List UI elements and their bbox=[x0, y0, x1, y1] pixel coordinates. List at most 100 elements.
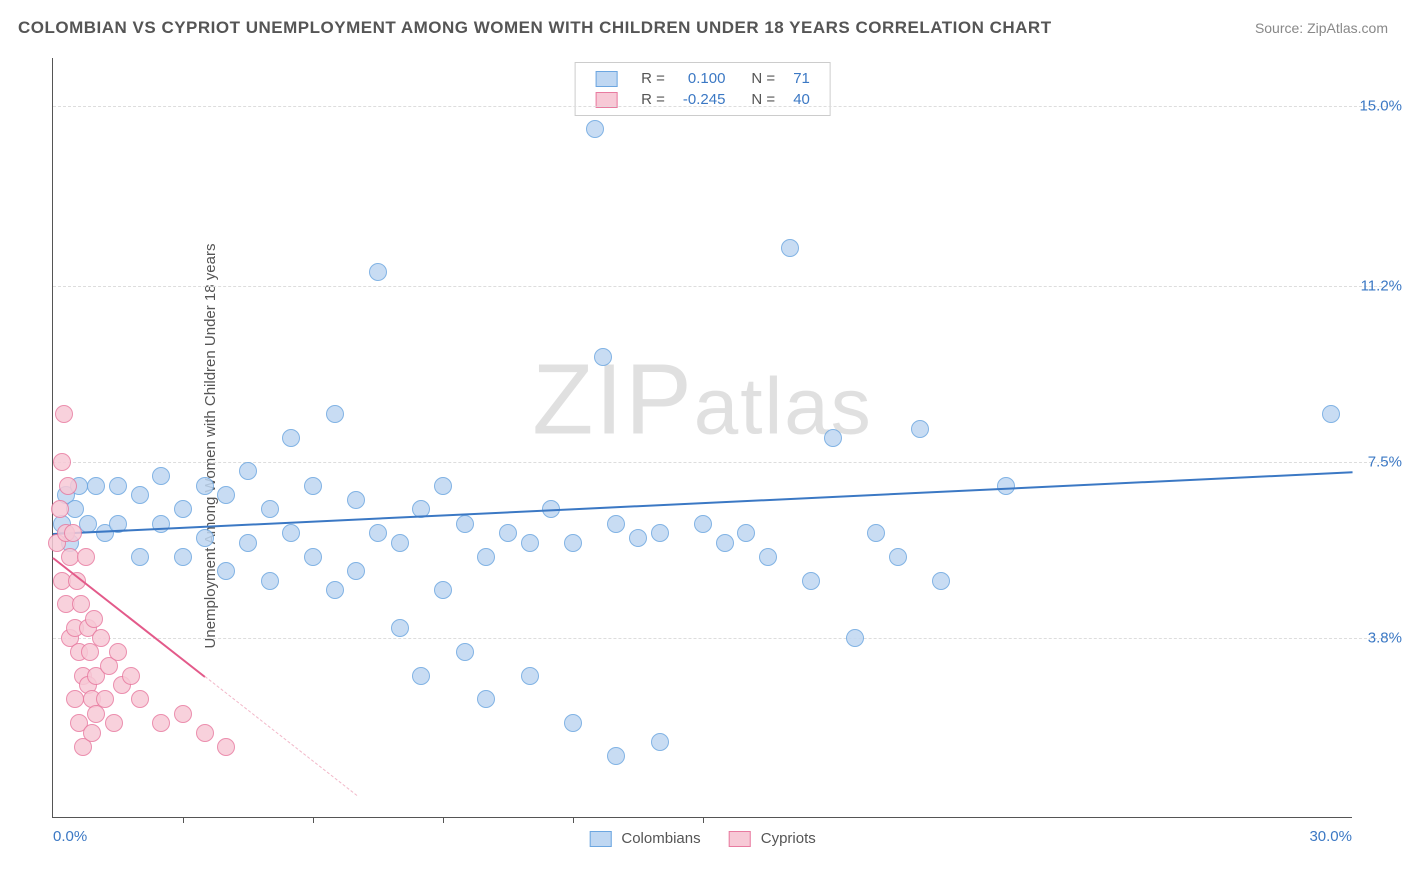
scatter-point bbox=[586, 120, 604, 138]
x-tick-mark bbox=[313, 817, 314, 823]
scatter-point bbox=[174, 705, 192, 723]
scatter-point bbox=[781, 239, 799, 257]
scatter-point bbox=[282, 429, 300, 447]
scatter-plot-area: ZIPatlas R =0.100N =71R =-0.245N =40 Col… bbox=[52, 58, 1352, 818]
scatter-point bbox=[304, 477, 322, 495]
scatter-point bbox=[347, 562, 365, 580]
scatter-point bbox=[824, 429, 842, 447]
scatter-point bbox=[564, 534, 582, 552]
scatter-point bbox=[282, 524, 300, 542]
scatter-point bbox=[434, 477, 452, 495]
scatter-point bbox=[85, 610, 103, 628]
scatter-point bbox=[66, 690, 84, 708]
scatter-point bbox=[59, 477, 77, 495]
scatter-point bbox=[889, 548, 907, 566]
scatter-point bbox=[477, 690, 495, 708]
scatter-point bbox=[261, 500, 279, 518]
scatter-point bbox=[217, 738, 235, 756]
scatter-point bbox=[239, 534, 257, 552]
scatter-point bbox=[456, 515, 474, 533]
scatter-point bbox=[477, 548, 495, 566]
scatter-point bbox=[867, 524, 885, 542]
scatter-point bbox=[174, 548, 192, 566]
scatter-point bbox=[196, 529, 214, 547]
scatter-point bbox=[196, 477, 214, 495]
scatter-point bbox=[83, 724, 101, 742]
scatter-point bbox=[759, 548, 777, 566]
scatter-point bbox=[109, 643, 127, 661]
scatter-point bbox=[607, 747, 625, 765]
scatter-point bbox=[131, 690, 149, 708]
scatter-point bbox=[304, 548, 322, 566]
scatter-point bbox=[997, 477, 1015, 495]
scatter-point bbox=[369, 524, 387, 542]
scatter-point bbox=[802, 572, 820, 590]
scatter-point bbox=[716, 534, 734, 552]
scatter-point bbox=[96, 690, 114, 708]
scatter-point bbox=[87, 477, 105, 495]
chart-title: COLOMBIAN VS CYPRIOT UNEMPLOYMENT AMONG … bbox=[18, 18, 1052, 38]
scatter-point bbox=[391, 534, 409, 552]
scatter-point bbox=[122, 667, 140, 685]
gridline-horizontal bbox=[53, 462, 1392, 463]
scatter-point bbox=[499, 524, 517, 542]
scatter-point bbox=[51, 500, 69, 518]
scatter-point bbox=[196, 724, 214, 742]
y-tick-label: 7.5% bbox=[1354, 453, 1402, 470]
gridline-horizontal bbox=[53, 638, 1392, 639]
series-legend: Colombians Cypriots bbox=[575, 830, 830, 847]
scatter-point bbox=[152, 714, 170, 732]
legend-item: Cypriots bbox=[729, 830, 816, 847]
correlation-legend: R =0.100N =71R =-0.245N =40 bbox=[574, 62, 831, 116]
scatter-point bbox=[521, 534, 539, 552]
scatter-point bbox=[1322, 405, 1340, 423]
trend-line bbox=[204, 676, 356, 796]
scatter-point bbox=[261, 572, 279, 590]
scatter-point bbox=[217, 486, 235, 504]
scatter-point bbox=[77, 548, 95, 566]
y-tick-label: 11.2% bbox=[1354, 278, 1402, 295]
legend-row: R =0.100N =71 bbox=[587, 69, 818, 88]
scatter-point bbox=[239, 462, 257, 480]
scatter-point bbox=[53, 453, 71, 471]
scatter-point bbox=[651, 733, 669, 751]
scatter-point bbox=[456, 643, 474, 661]
y-tick-label: 3.8% bbox=[1354, 629, 1402, 646]
scatter-point bbox=[594, 348, 612, 366]
scatter-point bbox=[105, 714, 123, 732]
scatter-point bbox=[391, 619, 409, 637]
scatter-point bbox=[92, 629, 110, 647]
scatter-point bbox=[694, 515, 712, 533]
x-axis-min-label: 0.0% bbox=[53, 828, 87, 845]
x-tick-mark bbox=[703, 817, 704, 823]
x-axis-max-label: 30.0% bbox=[1309, 828, 1352, 845]
scatter-point bbox=[347, 491, 365, 509]
scatter-point bbox=[607, 515, 625, 533]
chart-header: COLOMBIAN VS CYPRIOT UNEMPLOYMENT AMONG … bbox=[18, 18, 1388, 38]
x-tick-mark bbox=[573, 817, 574, 823]
scatter-point bbox=[326, 581, 344, 599]
scatter-point bbox=[629, 529, 647, 547]
scatter-point bbox=[64, 524, 82, 542]
scatter-point bbox=[651, 524, 669, 542]
scatter-point bbox=[521, 667, 539, 685]
watermark-text: ZIPatlas bbox=[532, 342, 873, 457]
scatter-point bbox=[932, 572, 950, 590]
gridline-horizontal bbox=[53, 106, 1392, 107]
legend-item: Colombians bbox=[589, 830, 700, 847]
scatter-point bbox=[109, 477, 127, 495]
scatter-point bbox=[846, 629, 864, 647]
scatter-point bbox=[55, 405, 73, 423]
scatter-point bbox=[737, 524, 755, 542]
scatter-point bbox=[412, 667, 430, 685]
y-tick-label: 15.0% bbox=[1354, 97, 1402, 114]
scatter-point bbox=[131, 486, 149, 504]
x-tick-mark bbox=[183, 817, 184, 823]
scatter-point bbox=[79, 515, 97, 533]
scatter-point bbox=[326, 405, 344, 423]
x-tick-mark bbox=[443, 817, 444, 823]
scatter-point bbox=[911, 420, 929, 438]
scatter-point bbox=[369, 263, 387, 281]
scatter-point bbox=[434, 581, 452, 599]
scatter-point bbox=[152, 467, 170, 485]
